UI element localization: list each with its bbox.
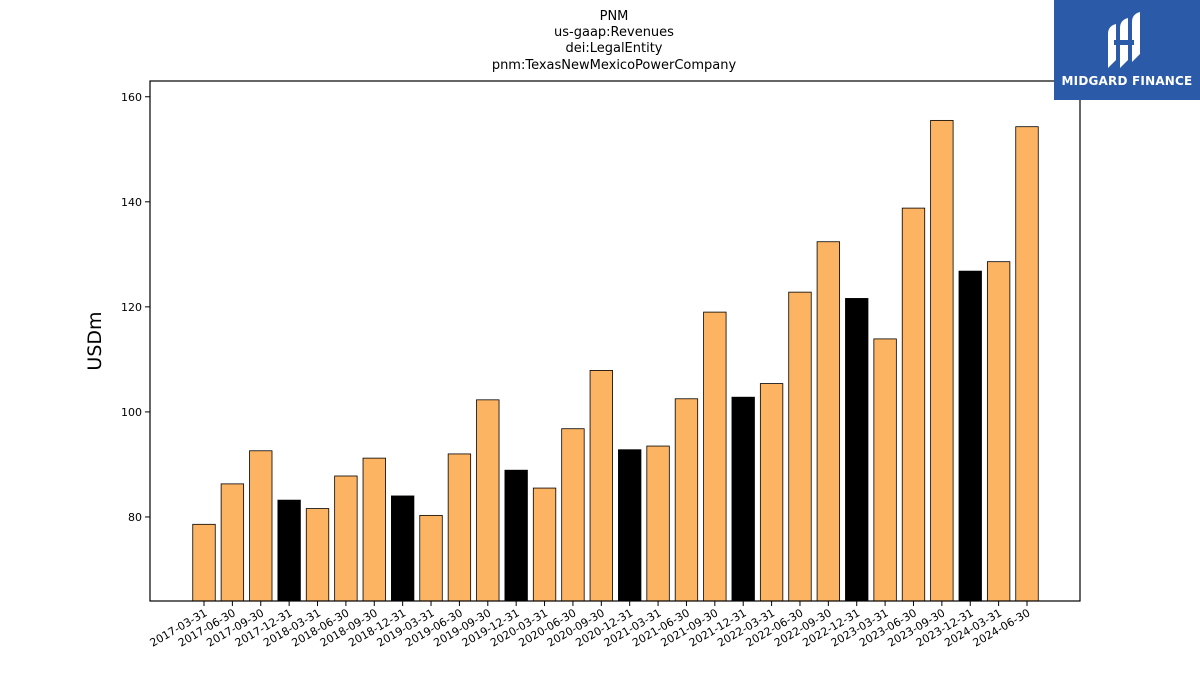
y-tick-label: 120	[121, 301, 142, 314]
bar-2023-09-30	[930, 119, 954, 602]
bar-2019-12-31	[504, 469, 528, 602]
bar-2024-03-31	[986, 261, 1011, 602]
title-line-3: dei:LegalEntity	[565, 41, 662, 56]
bar-2019-03-31	[419, 514, 443, 602]
bar-2018-09-30	[362, 457, 386, 602]
midgard-logo-icon	[1108, 12, 1140, 68]
bar-2020-09-30	[589, 370, 613, 602]
y-axis-ticks: 80 100 120 140 160	[121, 91, 150, 524]
bar-2022-06-30	[788, 291, 812, 602]
chart-title: PNM us-gaap:Revenues dei:LegalEntity pnm…	[492, 9, 737, 73]
y-axis-label: USDm	[84, 311, 106, 370]
bar-2019-09-30	[476, 399, 500, 602]
plot-frame	[149, 80, 1081, 602]
bar-2022-03-31	[759, 383, 784, 602]
y-tick-label: 140	[121, 196, 142, 209]
bar-2017-09-30	[249, 450, 273, 602]
bar-2022-12-31	[845, 298, 869, 602]
bar-2018-06-30	[334, 475, 358, 602]
bar-2021-06-30	[674, 398, 699, 602]
bar-2020-12-31	[618, 449, 642, 602]
bar-2023-03-31	[873, 338, 897, 602]
bar-2023-06-30	[901, 207, 926, 602]
bar-2017-03-31	[192, 523, 216, 602]
bar-2020-03-31	[532, 487, 557, 602]
bar-2017-06-30	[220, 483, 245, 602]
bar-2018-03-31	[305, 508, 330, 602]
bar-2017-12-31	[277, 499, 301, 602]
bar-2019-06-30	[447, 453, 472, 602]
bar-2020-06-30	[561, 428, 585, 602]
bar-2022-09-30	[816, 241, 840, 602]
logo-text: MIDGARD FINANCE	[1061, 74, 1193, 88]
bar-2021-03-31	[646, 445, 670, 602]
midgard-finance-logo: MIDGARD FINANCE	[1054, 0, 1200, 100]
title-line-2: us-gaap:Revenues	[554, 25, 674, 40]
x-axis-ticks: 2017-03-312017-06-302017-09-302017-12-31…	[148, 601, 1033, 650]
y-tick-label: 80	[128, 511, 142, 524]
y-tick-label: 160	[121, 91, 142, 104]
bar-2021-12-31	[731, 396, 755, 602]
title-line-4: pnm:TexasNewMexicoPowerCompany	[492, 58, 737, 73]
bar-2024-06-30	[1015, 126, 1039, 602]
bar-2023-12-31	[958, 270, 982, 602]
bars-group	[192, 119, 1039, 602]
y-tick-label: 100	[121, 406, 142, 419]
bar-2018-12-31	[391, 495, 415, 602]
title-line-1: PNM	[600, 9, 629, 24]
bar-2021-09-30	[703, 311, 727, 602]
